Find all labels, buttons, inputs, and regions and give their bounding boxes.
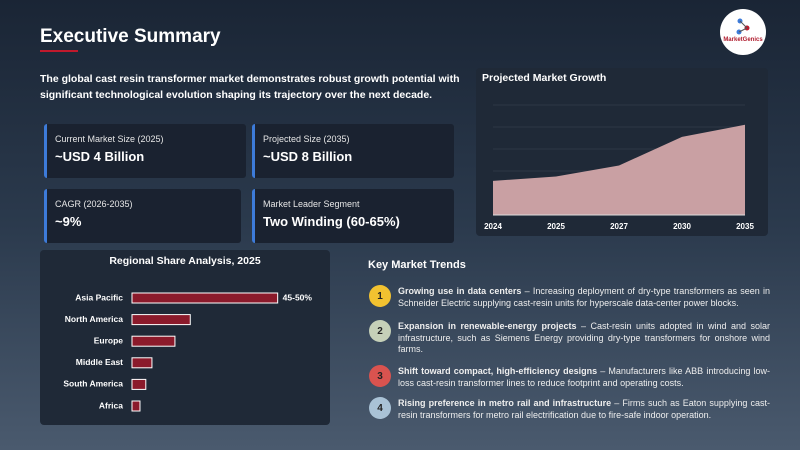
- logo-text: MarketGenics: [723, 37, 763, 43]
- trend-item: Shift toward compact, high-efficiency de…: [398, 366, 770, 389]
- trend-text: – Increasing deployment of dry-type tran…: [398, 286, 770, 308]
- x-tick-label: 2024: [484, 222, 502, 231]
- y-tick-label: Asia Pacific: [75, 292, 123, 302]
- trend-item: Expansion in renewable-energy projects –…: [398, 321, 770, 356]
- title: Executive Summary: [40, 26, 221, 47]
- bar-panel: [40, 250, 330, 425]
- y-tick-label: Middle East: [76, 357, 123, 367]
- logo-icon: [736, 18, 750, 35]
- trend-number: 1: [369, 285, 391, 307]
- kpi-label: CAGR (2026-2035): [55, 199, 133, 209]
- trend-heading: Growing use in data centers: [398, 286, 522, 296]
- intro: The global cast resin transformer market…: [40, 73, 460, 101]
- kpi-value: ~USD 8 Billion: [263, 149, 353, 164]
- kpi-value: Two Winding (60-65%): [263, 214, 400, 229]
- y-tick-label: Europe: [94, 335, 124, 345]
- x-tick-label: 2027: [610, 222, 628, 231]
- y-tick-label: South America: [63, 379, 123, 389]
- area: [493, 124, 745, 215]
- trend-text: – Manufacturers like ABB introducing low…: [398, 366, 770, 388]
- kpi-value: ~USD 4 Billion: [55, 149, 145, 164]
- trend-text: – Cast-resin units adopted in wind and s…: [398, 321, 770, 354]
- bar: [131, 378, 147, 390]
- title-underline: [40, 50, 78, 52]
- kpi-card: Projected Size (2035) ~USD 8 Billion: [252, 124, 454, 178]
- trend-heading: Shift toward compact, high-efficiency de…: [398, 366, 598, 376]
- bar: [131, 335, 176, 347]
- value-label: 45-50%: [283, 292, 313, 302]
- y-tick-label: Africa: [99, 400, 123, 410]
- bar: [131, 314, 191, 326]
- trend-text: – Firms such as Eaton supplying cast-res…: [398, 398, 770, 420]
- kpi-label: Market Leader Segment: [263, 199, 360, 209]
- kpi-card: Market Leader Segment Two Winding (60-65%…: [252, 189, 454, 243]
- bar: [131, 292, 279, 304]
- trend-heading: Rising preference in metro rail and infr…: [398, 398, 612, 408]
- kpi-card: CAGR (2026-2035) ~9%: [44, 189, 241, 243]
- x-tick-label: 2025: [547, 222, 565, 231]
- trend-number: 3: [369, 365, 391, 387]
- chart-title: Projected Market Growth: [482, 72, 606, 84]
- logo: MarketGenics: [720, 9, 766, 55]
- trend-heading: Expansion in renewable-energy projects: [398, 321, 577, 331]
- kpi-label: Current Market Size (2025): [55, 134, 164, 144]
- x-tick-label: 2030: [673, 222, 691, 231]
- x-tick-label: 2035: [736, 222, 754, 231]
- trends-title: Key Market Trends: [368, 259, 466, 271]
- trend-number: 2: [369, 320, 391, 342]
- kpi-card: Current Market Size (2025) ~USD 4 Billion: [44, 124, 246, 178]
- kpi-value: ~9%: [55, 214, 82, 229]
- y-tick-label: North America: [65, 314, 124, 324]
- kpi-label: Projected Size (2035): [263, 134, 350, 144]
- trend-item: Rising preference in metro rail and infr…: [398, 398, 770, 421]
- bar: [131, 400, 141, 412]
- bar: [131, 357, 153, 369]
- chart-title: Regional Share Analysis, 2025: [109, 255, 261, 267]
- trend-number: 4: [369, 397, 391, 419]
- trend-item: Growing use in data centers – Increasing…: [398, 286, 770, 309]
